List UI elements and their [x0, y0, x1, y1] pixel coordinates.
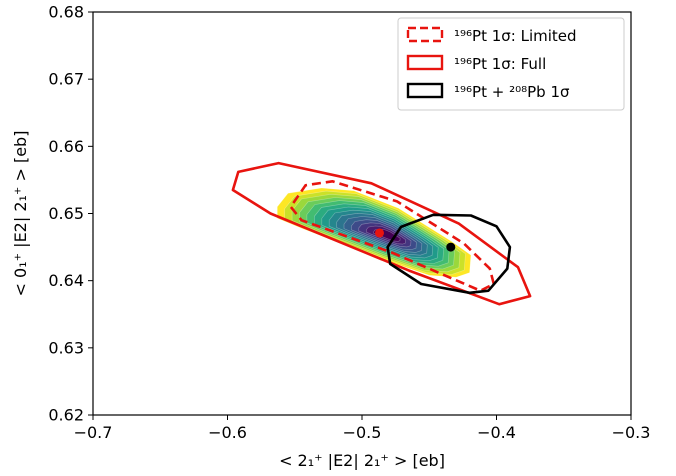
x-tick-label: −0.5: [343, 423, 382, 442]
plot-content: [231, 161, 532, 306]
y-tick-label: 0.66: [48, 137, 84, 156]
y-tick-label: 0.68: [48, 3, 84, 22]
legend-entry-label: ¹⁹⁶Pt 1σ: Limited: [454, 27, 577, 45]
y-tick-label: 0.64: [48, 271, 84, 290]
x-axis-label: < 2₁⁺ |E2| 2₁⁺ > [eb]: [279, 451, 445, 470]
y-tick-label: 0.65: [48, 204, 84, 223]
x-tick-label: −0.4: [477, 423, 516, 442]
legend: ¹⁹⁶Pt 1σ: Limited ¹⁹⁶Pt 1σ: Full ¹⁹⁶Pt +…: [397, 17, 625, 111]
legend-entry-label: ¹⁹⁶Pt 1σ: Full: [454, 55, 546, 73]
legend-frame: [397, 17, 625, 111]
plot-area: [231, 161, 532, 306]
x-tick-label: −0.6: [208, 423, 247, 442]
best-fit-point: [374, 228, 384, 238]
legend-swatch: [406, 26, 444, 43]
legend-entry-label: ¹⁹⁶Pt + ²⁰⁸Pb 1σ: [454, 83, 570, 101]
y-tick-label: 0.63: [48, 338, 84, 357]
x-tick-label: −0.7: [74, 423, 113, 442]
ellipse-combined-1sigma: [386, 213, 512, 295]
axes: −0.7 −0.6 −0.5 −0.4 −0.3 0.62 0.63 0.64 0.65 0.66…: [48, 3, 650, 443]
y-axis-label: < 0₁⁺ |E2| 2₁⁺ > [eb]: [11, 131, 30, 297]
x-tick-label: −0.3: [612, 423, 651, 442]
ellipse-limited-1sigma: [289, 180, 496, 292]
legend-swatch: [406, 54, 444, 71]
y-tick-label: 0.62: [48, 406, 84, 425]
ellipse-full-1sigma: [231, 161, 532, 306]
y-tick-label: 0.67: [48, 70, 84, 89]
legend-swatch: [406, 82, 444, 99]
best-fit-point: [446, 242, 456, 252]
